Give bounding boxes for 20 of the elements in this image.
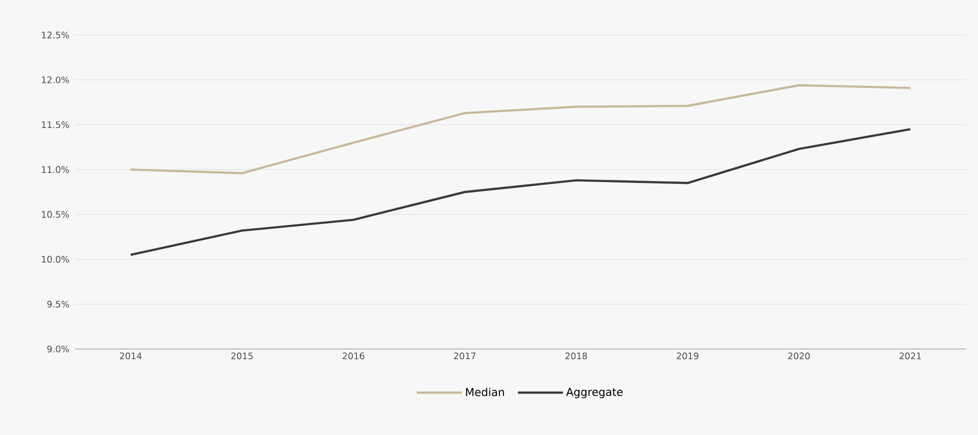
line-series [130, 84, 912, 174]
line-series [130, 128, 912, 256]
legend-label: Aggregate [566, 388, 623, 398]
y-tick-label: 12.5% [42, 32, 69, 38]
y-tick-label: 9.0% [47, 346, 69, 352]
legend-label: Median [466, 388, 504, 396]
x-tick-label: 2020 [788, 352, 810, 360]
x-tick-label: 2017 [454, 352, 476, 360]
y-tick-label: 10.0% [42, 256, 69, 263]
x-tick-label: 2016 [342, 352, 364, 360]
y-tick-label: 11.0% [42, 166, 69, 173]
x-tick-label: 2019 [676, 352, 698, 360]
y-tick-label: 10.5% [42, 211, 69, 218]
x-tick-label: 2014 [120, 352, 142, 360]
y-tick-label: 9.5% [47, 300, 69, 308]
y-tick-label: 12.0% [42, 76, 69, 84]
x-tick-label: 2018 [565, 352, 587, 360]
x-tick-label: 2015 [231, 352, 253, 360]
y-tick-label: 11.5% [42, 121, 69, 128]
x-tick-label: 2021 [900, 352, 921, 360]
